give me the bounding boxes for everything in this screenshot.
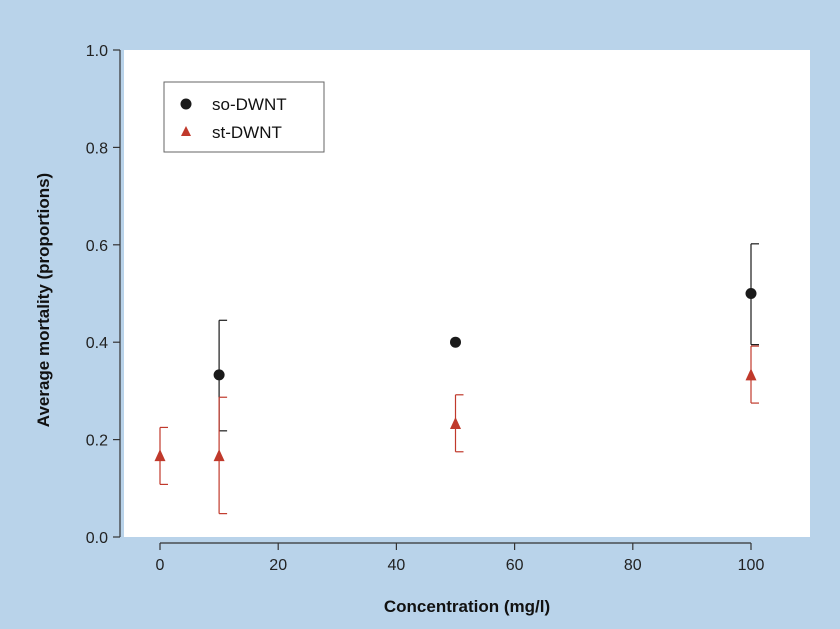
legend-label: st-DWNT <box>212 123 282 142</box>
x-axis-title: Concentration (mg/l) <box>384 597 550 616</box>
x-tick-label: 60 <box>506 557 524 574</box>
legend-marker-triangle <box>181 126 191 136</box>
data-point-circle <box>213 369 225 381</box>
x-tick-label: 40 <box>388 557 406 574</box>
y-axis-title: Average mortality (proportions) <box>34 173 53 427</box>
legend-marker-circle <box>180 98 192 110</box>
y-tick-label: 0.0 <box>86 530 108 547</box>
y-tick-label: 0.2 <box>86 433 108 450</box>
x-tick-label: 0 <box>156 557 165 574</box>
legend-label: so-DWNT <box>212 95 287 114</box>
x-tick-label: 20 <box>269 557 287 574</box>
axes: 0 20 40 60 80 100 0.0 0.2 0.4 0.6 0.8 1.0 <box>86 43 765 574</box>
data-point-circle <box>745 288 757 299</box>
data-point-triangle <box>450 417 461 430</box>
y-tick-label: 0.6 <box>86 238 108 255</box>
x-tick-label: 100 <box>738 557 765 574</box>
legend-box <box>163 81 325 153</box>
y-tick-label: 1.0 <box>86 43 108 60</box>
data-point-triangle <box>213 449 225 462</box>
data-point-triangle <box>154 449 166 462</box>
data-point-triangle <box>745 368 757 381</box>
data-point-circle <box>450 336 461 348</box>
y-tick-label: 0.8 <box>86 140 108 157</box>
legend: so-DWNT st-DWNT <box>163 81 325 153</box>
y-tick-label: 0.4 <box>86 335 108 352</box>
data-marks <box>154 243 759 515</box>
x-tick-label: 80 <box>624 557 642 574</box>
